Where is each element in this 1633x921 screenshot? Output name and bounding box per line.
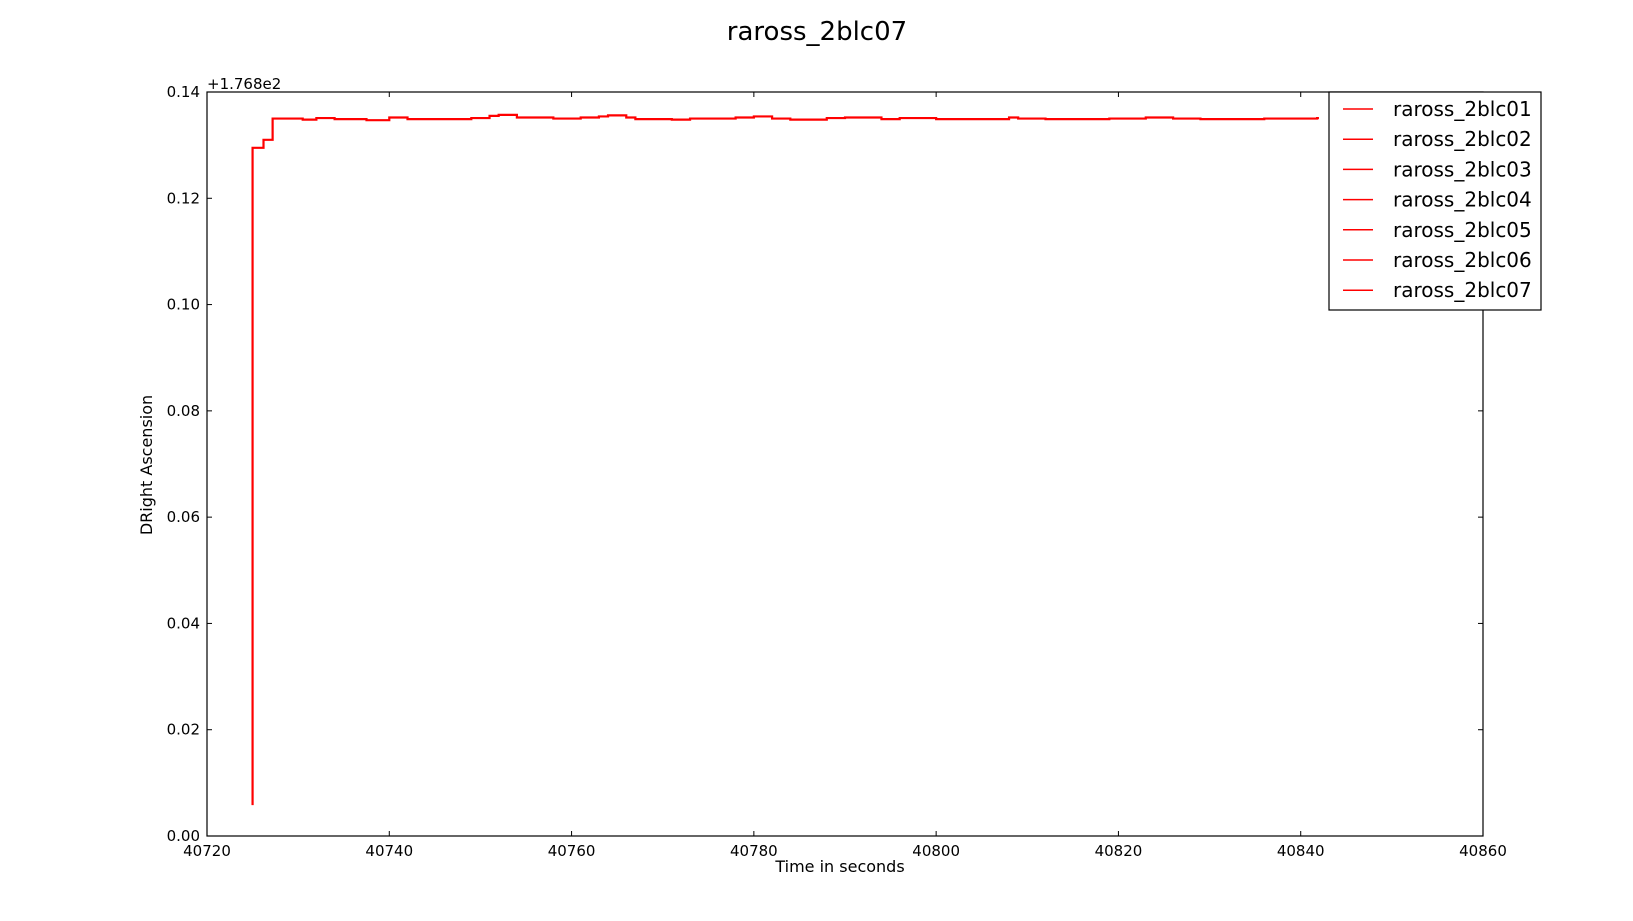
y-tick-label: 0.00 <box>167 827 200 845</box>
plot-frame <box>206 91 1484 837</box>
plot-area <box>251 113 1319 806</box>
y-tick-label: 0.14 <box>167 83 200 101</box>
chart-title: raross_2blc07 <box>727 17 907 47</box>
series-line-raross_2blc07 <box>251 113 1319 806</box>
y-tick-label: 0.10 <box>167 296 200 314</box>
y-tick-label: 0.02 <box>167 721 200 739</box>
axes: 40720 40740 40760 40780 40800 40820 40840 40860… <box>167 83 1507 860</box>
legend-label: raross_2blc02 <box>1393 127 1532 151</box>
x-tick-label: 40740 <box>365 842 413 860</box>
x-tick-label: 40860 <box>1459 842 1507 860</box>
x-tick-label: 40720 <box>183 842 231 860</box>
legend: raross_2blc01 raross_2blc02 raross_2blc03r… <box>1328 91 1542 311</box>
legend-label: raross_2blc04 <box>1393 188 1532 212</box>
y-tick-label: 0.06 <box>167 508 200 526</box>
y-tick-label: 0.08 <box>167 402 200 420</box>
x-tick-label: 40760 <box>548 842 596 860</box>
x-tick-label: 40820 <box>1095 842 1143 860</box>
y-axis-label: DRight Ascension <box>137 395 156 535</box>
legend-label: raross_2blc07 <box>1393 278 1532 302</box>
legend-label: raross_2blc03 <box>1393 157 1532 181</box>
y-tick-label: 0.04 <box>167 614 200 632</box>
x-tick-label: 40780 <box>730 842 778 860</box>
x-tick-label: 40840 <box>1277 842 1325 860</box>
y-tick-label: 0.12 <box>167 189 200 207</box>
legend-box <box>1328 91 1542 311</box>
legend-label: raross_2blc05 <box>1393 218 1532 242</box>
x-axis-label: Time in seconds <box>774 857 904 876</box>
y-offset-label: +1.768e2 <box>207 75 281 93</box>
legend-label: raross_2blc06 <box>1393 248 1532 272</box>
x-tick-label: 40800 <box>912 842 960 860</box>
legend-label: raross_2blc01 <box>1393 97 1532 121</box>
